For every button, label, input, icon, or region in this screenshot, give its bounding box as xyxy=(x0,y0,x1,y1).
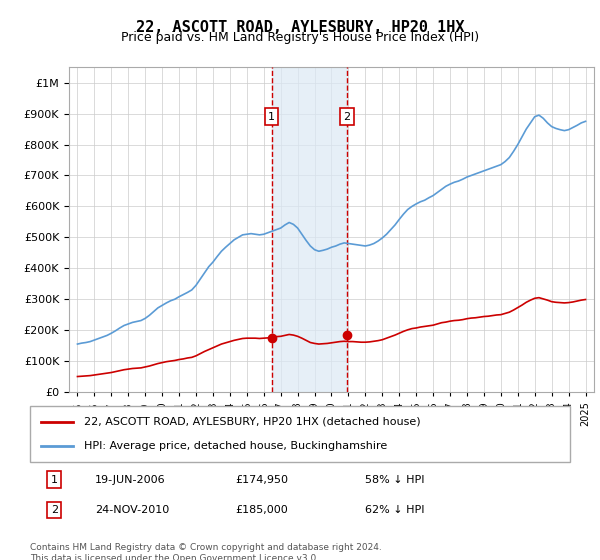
Text: £174,950: £174,950 xyxy=(235,474,288,484)
FancyBboxPatch shape xyxy=(30,406,570,462)
Text: 22, ASCOTT ROAD, AYLESBURY, HP20 1HX: 22, ASCOTT ROAD, AYLESBURY, HP20 1HX xyxy=(136,20,464,35)
Text: Price paid vs. HM Land Registry's House Price Index (HPI): Price paid vs. HM Land Registry's House … xyxy=(121,31,479,44)
Text: 22, ASCOTT ROAD, AYLESBURY, HP20 1HX (detached house): 22, ASCOTT ROAD, AYLESBURY, HP20 1HX (de… xyxy=(84,417,421,427)
Text: £185,000: £185,000 xyxy=(235,505,288,515)
Text: 1: 1 xyxy=(268,111,275,122)
Text: 24-NOV-2010: 24-NOV-2010 xyxy=(95,505,169,515)
Text: 2: 2 xyxy=(51,505,58,515)
Text: Contains HM Land Registry data © Crown copyright and database right 2024.
This d: Contains HM Land Registry data © Crown c… xyxy=(30,543,382,560)
Text: 58% ↓ HPI: 58% ↓ HPI xyxy=(365,474,424,484)
Text: HPI: Average price, detached house, Buckinghamshire: HPI: Average price, detached house, Buck… xyxy=(84,441,387,451)
Text: 2: 2 xyxy=(343,111,350,122)
Text: 1: 1 xyxy=(51,474,58,484)
Text: 62% ↓ HPI: 62% ↓ HPI xyxy=(365,505,424,515)
Text: 19-JUN-2006: 19-JUN-2006 xyxy=(95,474,166,484)
Bar xyxy=(272,67,347,392)
